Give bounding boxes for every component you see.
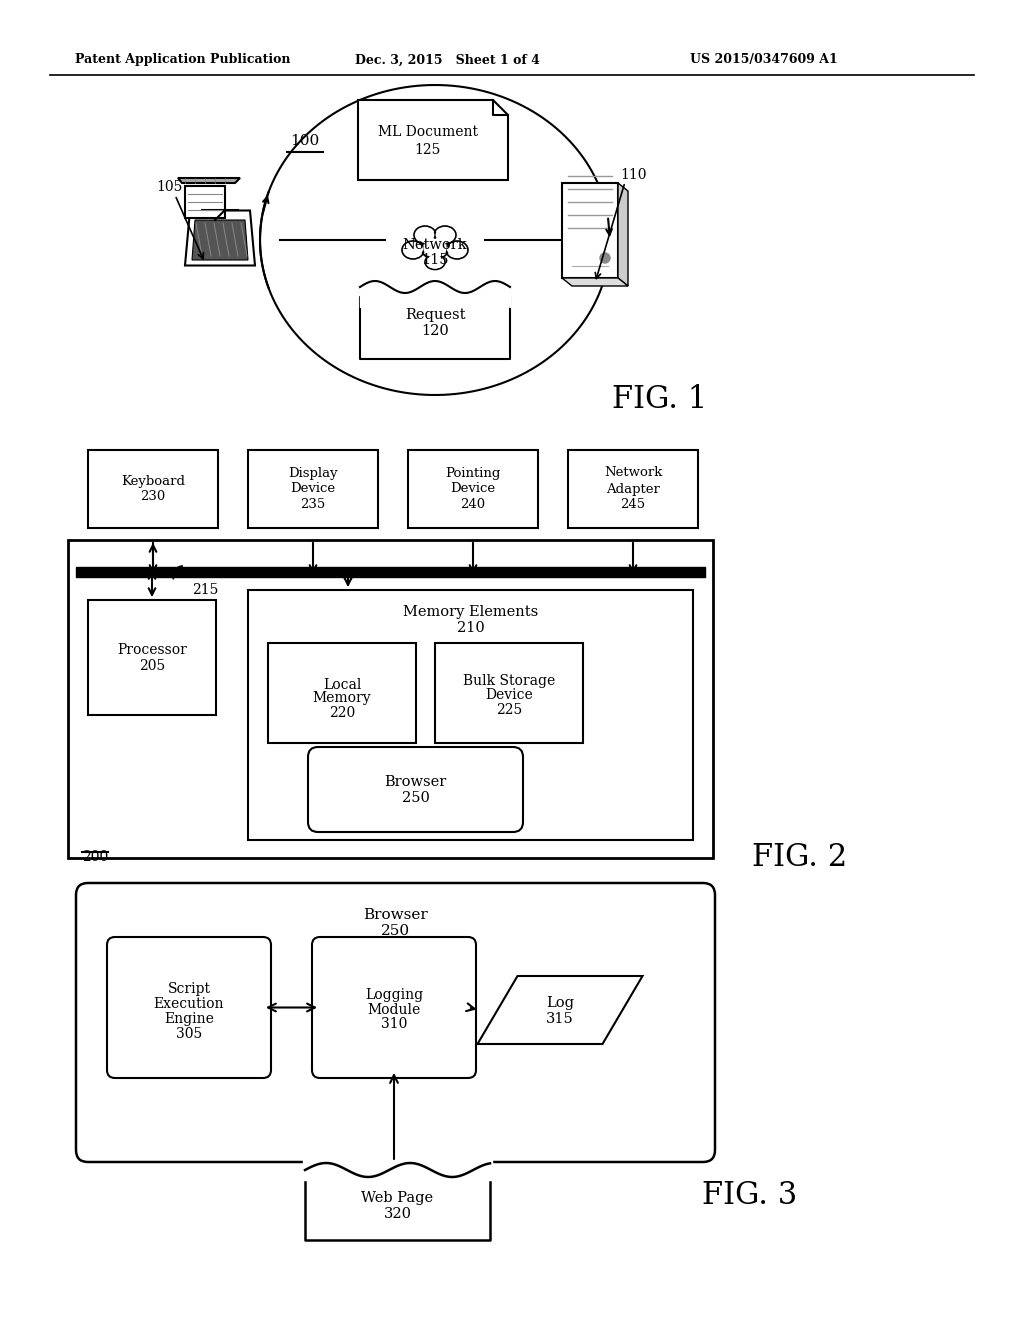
- Text: 310: 310: [381, 1018, 408, 1031]
- Text: Bulk Storage: Bulk Storage: [463, 675, 555, 688]
- Ellipse shape: [436, 228, 454, 242]
- Text: 110: 110: [620, 168, 646, 182]
- Ellipse shape: [417, 228, 433, 242]
- Text: 315: 315: [546, 1012, 573, 1026]
- Text: Browser: Browser: [364, 908, 428, 921]
- Text: Local: Local: [323, 678, 361, 692]
- Ellipse shape: [427, 256, 442, 268]
- Text: 125: 125: [415, 143, 441, 157]
- FancyBboxPatch shape: [568, 450, 698, 528]
- Text: Patent Application Publication: Patent Application Publication: [75, 54, 291, 66]
- FancyBboxPatch shape: [88, 601, 216, 715]
- FancyBboxPatch shape: [308, 747, 523, 832]
- Polygon shape: [562, 183, 618, 279]
- Ellipse shape: [446, 242, 468, 259]
- Text: Processor: Processor: [117, 643, 187, 656]
- Polygon shape: [562, 279, 628, 286]
- FancyBboxPatch shape: [248, 450, 378, 528]
- FancyBboxPatch shape: [106, 937, 271, 1078]
- FancyBboxPatch shape: [435, 643, 583, 743]
- FancyBboxPatch shape: [68, 540, 713, 858]
- Text: US 2015/0347609 A1: US 2015/0347609 A1: [690, 54, 838, 66]
- Circle shape: [600, 253, 610, 263]
- Polygon shape: [178, 178, 240, 183]
- Text: 320: 320: [384, 1206, 412, 1221]
- Text: ML Document: ML Document: [378, 125, 478, 139]
- Text: Memory Elements: Memory Elements: [402, 605, 539, 619]
- Text: 105: 105: [157, 180, 183, 194]
- Text: 220: 220: [329, 706, 355, 719]
- Ellipse shape: [434, 226, 456, 244]
- Ellipse shape: [424, 239, 445, 256]
- Polygon shape: [193, 220, 248, 260]
- Text: FIG. 3: FIG. 3: [702, 1180, 798, 1210]
- Text: Execution: Execution: [154, 997, 224, 1011]
- Ellipse shape: [404, 243, 422, 257]
- Text: Web Page: Web Page: [361, 1191, 433, 1205]
- FancyBboxPatch shape: [312, 937, 476, 1078]
- Text: 250: 250: [381, 924, 410, 939]
- Text: Network: Network: [402, 238, 467, 252]
- Ellipse shape: [402, 242, 424, 259]
- Ellipse shape: [414, 226, 436, 244]
- Text: Browser: Browser: [384, 776, 446, 789]
- Text: Device: Device: [485, 688, 532, 702]
- Polygon shape: [477, 975, 642, 1044]
- Text: 225: 225: [496, 704, 522, 717]
- Ellipse shape: [449, 243, 466, 257]
- Text: 305: 305: [176, 1027, 202, 1040]
- Text: 215: 215: [193, 583, 218, 597]
- Text: FIG. 2: FIG. 2: [753, 842, 848, 874]
- Text: Request: Request: [404, 308, 465, 322]
- Text: Engine: Engine: [164, 1011, 214, 1026]
- Text: Dec. 3, 2015   Sheet 1 of 4: Dec. 3, 2015 Sheet 1 of 4: [355, 54, 540, 66]
- Text: FIG. 1: FIG. 1: [612, 384, 708, 416]
- FancyBboxPatch shape: [268, 643, 416, 743]
- Text: 115: 115: [421, 253, 449, 267]
- Ellipse shape: [421, 238, 449, 259]
- Text: Memory: Memory: [312, 690, 372, 705]
- Ellipse shape: [425, 255, 445, 269]
- FancyBboxPatch shape: [408, 450, 538, 528]
- Polygon shape: [618, 183, 628, 286]
- Text: Keyboard
230: Keyboard 230: [121, 474, 185, 503]
- Text: Module: Module: [368, 1002, 421, 1016]
- Text: Network
Adapter
245: Network Adapter 245: [604, 466, 663, 511]
- Text: 200: 200: [82, 850, 109, 865]
- FancyBboxPatch shape: [76, 883, 715, 1162]
- Text: 120: 120: [421, 323, 449, 338]
- Text: 100: 100: [291, 135, 319, 148]
- Text: Pointing
Device
240: Pointing Device 240: [445, 466, 501, 511]
- Polygon shape: [358, 100, 508, 180]
- FancyBboxPatch shape: [88, 450, 218, 528]
- Text: Script: Script: [168, 982, 211, 997]
- Text: Log: Log: [546, 997, 574, 1010]
- Text: Logging: Logging: [365, 989, 423, 1002]
- Text: 210: 210: [457, 620, 484, 635]
- Polygon shape: [185, 186, 225, 218]
- FancyBboxPatch shape: [248, 590, 693, 840]
- Polygon shape: [185, 210, 255, 265]
- Text: Display
Device
235: Display Device 235: [288, 466, 338, 511]
- Text: 205: 205: [139, 660, 165, 673]
- Text: 250: 250: [401, 792, 429, 805]
